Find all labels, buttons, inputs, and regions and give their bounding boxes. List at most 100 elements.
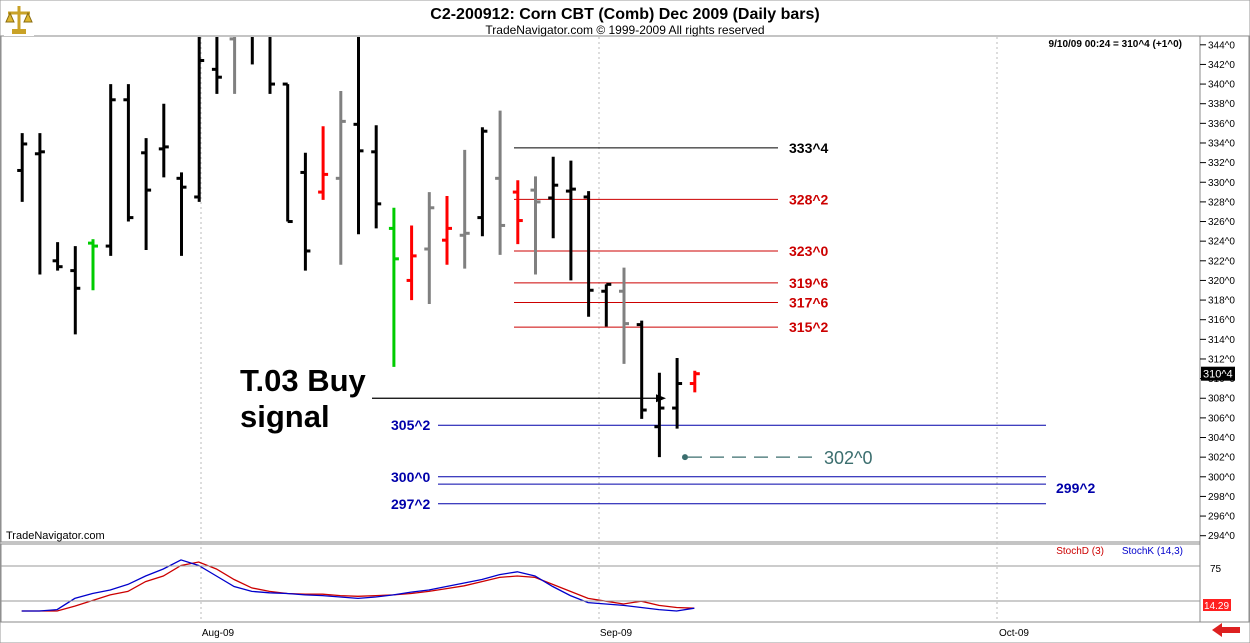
buy-signal-arrowhead — [656, 394, 666, 403]
x-label-oct: Oct-09 — [999, 628, 1029, 639]
low-value-label: 302^0 — [824, 448, 873, 468]
ohlc-bar — [636, 320, 647, 419]
ohlc-bars — [17, 37, 700, 458]
ohlc-bar — [672, 357, 683, 429]
ohlc-bar — [211, 37, 222, 94]
stoch-series-line — [21, 559, 695, 612]
y-tick-label: 312^0 — [1208, 354, 1235, 365]
buy-signal-annotation: T.03 Buy signal — [240, 363, 666, 434]
y-tick-label: 326^0 — [1208, 217, 1235, 228]
y-tick-label: 324^0 — [1208, 237, 1235, 248]
ohlc-bar — [371, 125, 382, 229]
x-label-sep: Sep-09 — [600, 628, 633, 639]
stoch-tick-75: 75 — [1210, 564, 1222, 575]
last-price-marker: 310^4 — [1201, 366, 1235, 381]
ohlc-bar — [530, 176, 541, 275]
buy-signal-label-line1: T.03 Buy — [240, 363, 367, 398]
level-label: 333^4 — [789, 140, 829, 156]
level-label: 328^2 — [789, 191, 829, 207]
y-tick-label: 306^0 — [1208, 413, 1235, 424]
watermark-text: TradeNavigator.com — [6, 530, 105, 542]
level-label: 297^2 — [391, 496, 431, 512]
y-tick-label: 296^0 — [1208, 512, 1235, 523]
price-levels: 333^4 328^2 323^0 319^6 317^6 315^2 305^2 300^0… — [391, 140, 1096, 512]
ohlc-bar — [353, 37, 364, 235]
ohlc-bar — [459, 149, 470, 269]
ohlc-bar — [268, 37, 275, 94]
y-tick-label: 322^0 — [1208, 256, 1235, 267]
scroll-back-button[interactable] — [1212, 623, 1240, 637]
ohlc-bar — [176, 172, 187, 256]
left-arrow-icon — [1212, 623, 1240, 637]
scales-icon — [4, 2, 34, 36]
ohlc-bar — [229, 37, 237, 94]
price-axis: 294^0 296^0 298^0 300^0 302^0 304^0 306^0 308^0… — [1200, 40, 1235, 542]
stoch-last-value: 14.29 — [1204, 601, 1229, 612]
ohlc-bar — [388, 207, 399, 367]
ohlc-bar — [318, 126, 329, 200]
y-tick-label: 314^0 — [1208, 335, 1235, 346]
level-label: 315^2 — [789, 319, 829, 335]
ohlc-bar — [654, 372, 665, 458]
y-tick-label: 334^0 — [1208, 138, 1235, 149]
level-label: 323^0 — [789, 243, 829, 259]
logo[interactable] — [4, 2, 34, 36]
y-tick-label: 316^0 — [1208, 315, 1235, 326]
y-tick-label: 302^0 — [1208, 453, 1235, 464]
y-tick-label: 328^0 — [1208, 197, 1235, 208]
low-annotation: 302^0 — [682, 448, 873, 468]
ohlc-bar — [34, 133, 45, 275]
ohlc-bar — [70, 246, 81, 335]
ohlc-bar — [565, 160, 576, 281]
y-tick-label: 336^0 — [1208, 119, 1235, 130]
low-point-marker — [682, 454, 688, 461]
price-axis-panel — [1199, 35, 1250, 623]
ohlc-bar — [17, 133, 28, 202]
ohlc-bar — [335, 90, 346, 265]
level-label: 319^6 — [789, 275, 829, 291]
y-tick-label: 342^0 — [1208, 60, 1235, 71]
ohlc-bar — [123, 84, 134, 222]
y-tick-label: 320^0 — [1208, 276, 1235, 287]
legend-stoch-k: StochK (14,3) — [1122, 546, 1183, 557]
stoch-last-box — [1203, 599, 1231, 611]
y-tick-label: 338^0 — [1208, 99, 1235, 110]
quote-readout: 9/10/09 00:24 = 310^4 (+1^0) — [1049, 39, 1182, 50]
ohlc-bar — [424, 192, 435, 304]
copyright-text: TradeNavigator.com © 1999-2009 All right… — [485, 23, 764, 37]
x-label-aug: Aug-09 — [202, 628, 235, 639]
y-tick-label: 330^0 — [1208, 178, 1235, 189]
level-label: 300^0 — [391, 469, 431, 485]
ohlc-bar — [406, 225, 417, 301]
ohlc-bar — [300, 152, 311, 271]
buy-signal-label-line2: signal — [240, 399, 330, 434]
ohlc-bar — [601, 282, 612, 327]
chart-title: C2-200912: Corn CBT (Comb) Dec 2009 (Dai… — [430, 6, 819, 23]
ohlc-bar — [477, 127, 488, 237]
ohlc-bar — [158, 103, 169, 178]
level-label: 299^2 — [1056, 480, 1096, 496]
ohlc-bar — [194, 37, 205, 202]
y-tick-label: 340^0 — [1208, 80, 1235, 91]
ohlc-bar — [548, 156, 559, 239]
svg-text:310^4: 310^4 — [1203, 369, 1233, 381]
level-label: 317^6 — [789, 295, 829, 311]
ohlc-bar — [282, 82, 293, 224]
ohlc-bar — [141, 138, 152, 250]
price-panel — [0, 35, 1201, 543]
ohlc-bar — [583, 191, 594, 317]
stochastic-panel — [0, 543, 1201, 623]
ohlc-bar — [689, 370, 700, 393]
y-tick-label: 318^0 — [1208, 296, 1235, 307]
y-tick-label: 300^0 — [1208, 472, 1235, 483]
ohlc-bar — [105, 84, 116, 256]
ohlc-bar — [512, 180, 523, 245]
legend-stoch-d: StochD (3) — [1056, 546, 1104, 557]
y-tick-label: 294^0 — [1208, 531, 1235, 542]
stoch-series-line — [21, 561, 695, 612]
ohlc-bar — [52, 242, 63, 271]
ohlc-bar — [442, 195, 452, 265]
y-tick-label: 308^0 — [1208, 394, 1235, 405]
y-tick-label: 298^0 — [1208, 492, 1235, 503]
